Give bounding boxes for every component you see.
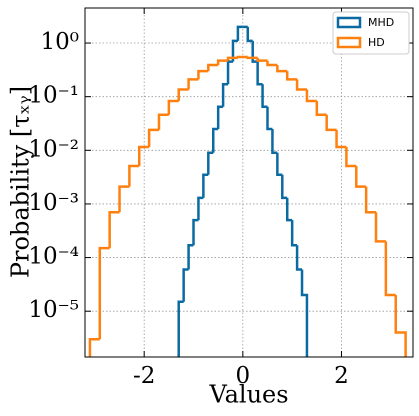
y-tick-label: 10⁻² xyxy=(28,136,79,162)
histogram-step xyxy=(192,218,199,246)
histogram-step xyxy=(187,243,194,270)
histogram-step xyxy=(266,60,278,67)
y-axis-label: Probability [τₓᵧ] xyxy=(7,86,35,278)
legend-label: MHD xyxy=(368,16,394,29)
x-tick-label: -2 xyxy=(133,363,155,389)
histogram-step xyxy=(177,300,184,357)
histogram-step xyxy=(295,245,303,271)
histogram-step xyxy=(207,151,214,175)
histogram-step xyxy=(147,128,159,148)
plot-frame xyxy=(84,7,414,358)
histogram-step xyxy=(290,220,298,247)
histogram-step xyxy=(98,246,110,340)
histogram-step xyxy=(325,114,337,132)
histogram-step xyxy=(256,57,268,62)
histogram-step xyxy=(197,69,209,80)
y-tick-label: 10⁻⁴ xyxy=(28,244,79,270)
y-tick-label: 10⁻³ xyxy=(28,190,79,216)
x-tick-label: 0 xyxy=(236,363,251,389)
histogram-step xyxy=(167,99,179,115)
histogram-step xyxy=(251,40,258,63)
histogram-step xyxy=(216,59,229,65)
legend: MHD HD xyxy=(332,11,410,55)
histogram-step xyxy=(261,84,268,108)
legend-label: HD xyxy=(368,36,385,49)
legend-swatch xyxy=(336,36,362,49)
histogram-step xyxy=(197,196,204,221)
histogram-step xyxy=(276,64,288,73)
histogram-step xyxy=(157,113,169,130)
histogram-step xyxy=(364,186,377,214)
histogram-step xyxy=(182,268,189,302)
histogram-step xyxy=(118,185,130,213)
y-tick-label: 10⁰ xyxy=(41,29,80,55)
histogram-step xyxy=(88,337,100,357)
histogram-step xyxy=(281,174,288,200)
histogram-step xyxy=(256,61,263,86)
histogram-step xyxy=(374,212,386,243)
histogram-step xyxy=(384,241,396,297)
y-tick-label: 10⁻¹ xyxy=(28,83,79,109)
histogram-step xyxy=(335,129,347,149)
histogram-step xyxy=(202,173,209,198)
histogram-step xyxy=(216,105,224,129)
histogram-step xyxy=(226,60,233,85)
histogram-step xyxy=(271,128,278,155)
histogram-step xyxy=(128,164,140,187)
x-axis-label: Values xyxy=(208,381,288,409)
histogram-step xyxy=(207,63,219,72)
histogram-step xyxy=(345,147,357,168)
histogram-step xyxy=(355,165,367,188)
histogram-step xyxy=(187,78,199,90)
legend-swatch xyxy=(336,16,362,29)
histogram-step xyxy=(315,101,327,117)
histogram-step xyxy=(285,71,298,81)
x-tick-label: 2 xyxy=(334,363,349,389)
histogram-step xyxy=(236,55,248,59)
histogram-step xyxy=(305,89,317,103)
histogram-step xyxy=(295,79,307,91)
histogram-step xyxy=(236,25,243,41)
histogram-step xyxy=(211,127,219,153)
y-tick-label: 10⁻⁵ xyxy=(28,297,79,323)
histogram-step xyxy=(285,197,293,222)
histogram-step xyxy=(300,269,309,357)
histogram-step xyxy=(246,26,253,43)
histogram-step xyxy=(276,152,283,177)
histogram-step xyxy=(246,56,258,60)
histogram-step xyxy=(226,56,238,61)
histogram-step xyxy=(177,88,189,102)
histogram-step xyxy=(266,106,273,131)
histogram-step xyxy=(108,210,120,249)
histogram-step xyxy=(221,83,229,107)
histogram-step xyxy=(394,295,407,357)
histogram-step xyxy=(138,145,150,166)
histogram-step xyxy=(231,39,238,62)
